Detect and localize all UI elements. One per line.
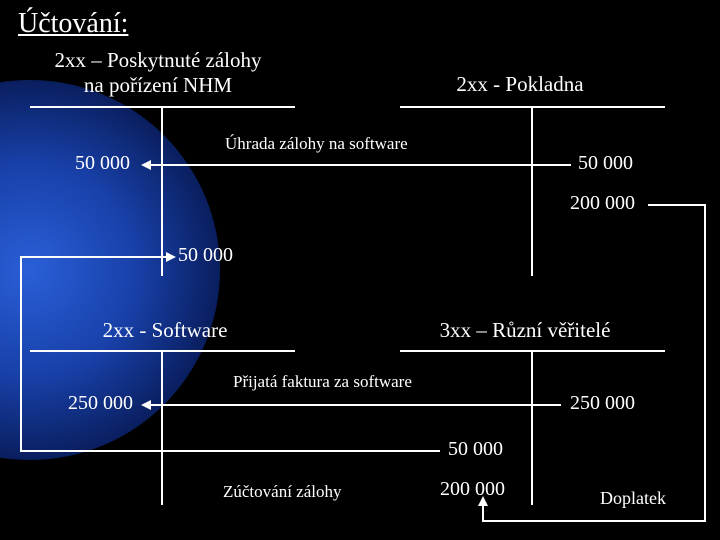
arrow-2-line — [151, 404, 561, 406]
desc-3: Zúčtování zálohy — [223, 482, 342, 502]
arrow-3-vline — [20, 256, 22, 452]
arrow-2-head — [141, 400, 151, 410]
value-a4-debit-1: 50 000 — [448, 438, 503, 461]
value-a4-credit-1: 250 000 — [570, 392, 635, 415]
arrow-4-head — [478, 496, 488, 506]
value-a1-debit-1: 50 000 — [75, 152, 130, 175]
arrow-4-vline2 — [482, 504, 484, 522]
t-vline-4 — [531, 350, 533, 505]
desc-4: Doplatek — [600, 488, 666, 509]
value-a1-credit-1: 50 000 — [178, 244, 233, 267]
value-a4-debit-2: 200 000 — [440, 478, 505, 501]
account-header-1-line1: 2xx – Poskytnuté zálohy — [54, 48, 261, 72]
account-header-2: 2xx - Pokladna — [410, 72, 630, 97]
arrow-4-vline — [704, 204, 706, 522]
arrow-4-hline1 — [648, 204, 706, 206]
account-header-3: 2xx - Software — [55, 318, 275, 343]
account-header-4: 3xx – Různí věřitelé — [410, 318, 640, 343]
account-header-1: 2xx – Poskytnuté zálohy na pořízení NHM — [48, 48, 268, 98]
desc-1: Úhrada zálohy na software — [225, 134, 408, 154]
account-header-1-line2: na pořízení NHM — [84, 73, 232, 97]
t-vline-1 — [161, 106, 163, 276]
value-a2-credit-2: 200 000 — [570, 192, 635, 215]
arrow-3-head — [166, 252, 176, 262]
arrow-4-hline2 — [482, 520, 706, 522]
desc-2: Přijatá faktura za software — [233, 372, 412, 392]
arrow-1-line — [151, 164, 571, 166]
value-a3-debit-1: 250 000 — [68, 392, 133, 415]
t-vline-3 — [161, 350, 163, 505]
t-vline-2 — [531, 106, 533, 276]
arrow-1-head — [141, 160, 151, 170]
arrow-3-hline — [20, 450, 440, 452]
arrow-3-hline2 — [20, 256, 168, 258]
page-title: Účtování: — [18, 8, 128, 40]
value-a2-credit-1: 50 000 — [578, 152, 633, 175]
